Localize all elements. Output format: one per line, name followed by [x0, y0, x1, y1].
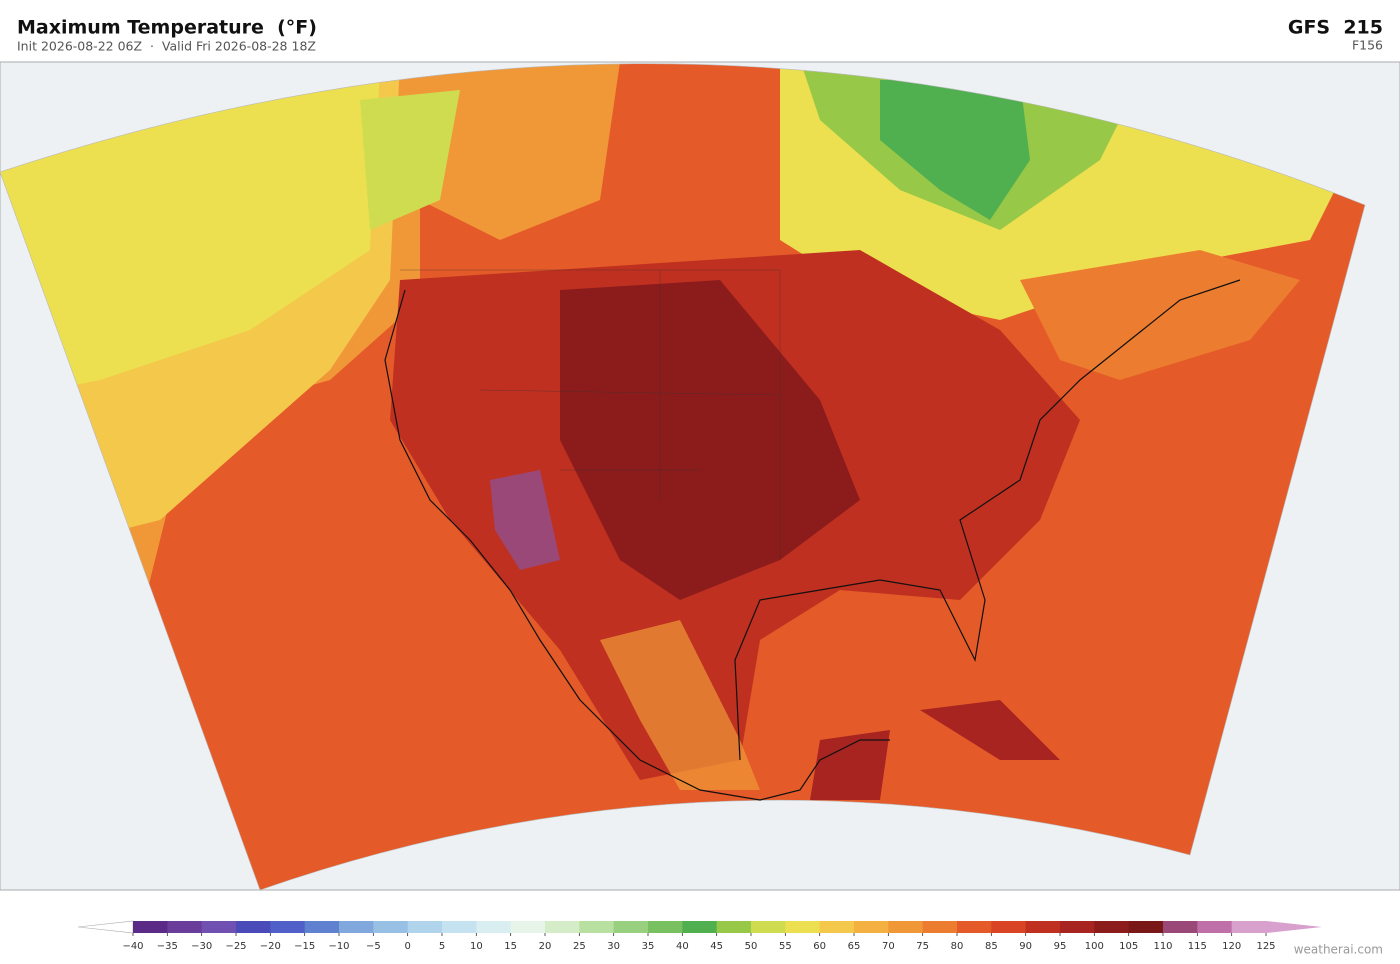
- colorbar-segment: [1025, 921, 1061, 933]
- tick-label: 100: [1085, 941, 1104, 952]
- field-canada-cold: [880, 80, 1030, 220]
- colorbar-segment: [957, 921, 992, 933]
- tick-label: 20: [539, 941, 552, 952]
- tick-label: 30: [607, 941, 620, 952]
- tick-label: 40: [676, 941, 689, 952]
- colorbar-segment: [373, 921, 409, 933]
- tick-label: 105: [1119, 941, 1138, 952]
- tick-label: −15: [294, 941, 315, 952]
- field-northeast: [1020, 250, 1300, 380]
- colorbar-segment: [545, 921, 580, 933]
- colorbar-over: [1266, 921, 1322, 933]
- colorbar-segment: [133, 921, 168, 933]
- colorbar-segment: [339, 921, 374, 933]
- tick-label: −25: [225, 941, 246, 952]
- field-yucatan: [810, 730, 890, 800]
- colorbar-segment: [1163, 921, 1198, 933]
- tick-label: 125: [1256, 941, 1275, 952]
- colorbar-segment: [476, 921, 512, 933]
- colorbar-segment: [167, 921, 203, 933]
- tick-label: −5: [366, 941, 381, 952]
- colorbar-segment: [613, 921, 649, 933]
- field-rockies-north: [420, 63, 620, 240]
- tick-label: 80: [951, 941, 964, 952]
- tick-label: 65: [848, 941, 861, 952]
- tick-label: −30: [191, 941, 212, 952]
- field-desert-extreme: [490, 470, 560, 570]
- tick-label: 90: [1019, 941, 1032, 952]
- colorbar-segment: [819, 921, 855, 933]
- colorbar-segment: [1231, 921, 1267, 933]
- field-ocean-cool: [0, 70, 380, 400]
- tick-label: 55: [779, 941, 792, 952]
- map: [0, 61, 1400, 891]
- map-title: Maximum Temperature (°F): [17, 17, 317, 39]
- tick-label: 120: [1222, 941, 1241, 952]
- colorbar-segment: [648, 921, 683, 933]
- borders: [400, 269, 781, 560]
- tick-label: −10: [328, 941, 349, 952]
- watermark: weatherai.com: [1294, 943, 1383, 957]
- tick-label: 60: [813, 941, 826, 952]
- domain-outline: [0, 63, 1366, 891]
- colorbar-segment: [1128, 921, 1164, 933]
- tick-label: 15: [504, 941, 517, 952]
- colorbar-under: [77, 920, 134, 934]
- tick-label: 85: [985, 941, 998, 952]
- colorbar-segment: [751, 921, 786, 933]
- colorbar: −40 −35 −30 −25 −20 −15 −10 −5 0 5 10 15 20 25 30 35 40 4…: [77, 920, 1322, 952]
- colorbar-segment: [270, 921, 306, 933]
- colorbar-segment: [1094, 921, 1130, 933]
- colorbar-segment: [1060, 921, 1095, 933]
- forecast-hour: F156: [1352, 38, 1383, 53]
- tick-label: 115: [1188, 941, 1207, 952]
- colorbar-segment: [785, 921, 821, 933]
- colorbar-segment: [1197, 921, 1233, 933]
- model-label: GFS 215: [1288, 17, 1383, 39]
- tick-label: 5: [439, 941, 445, 952]
- colorbar-segment: [922, 921, 958, 933]
- tick-label: 110: [1153, 941, 1172, 952]
- tick-label: 10: [470, 941, 483, 952]
- map-subtitle: Init 2026-08-22 06Z · Valid Fri 2026-08-…: [17, 39, 316, 54]
- tick-label: 25: [573, 941, 586, 952]
- tick-label: −20: [260, 941, 281, 952]
- tick-label: −35: [157, 941, 178, 952]
- colorbar-segment: [716, 921, 752, 933]
- tick-label: 35: [642, 941, 655, 952]
- tick-label: 45: [710, 941, 723, 952]
- colorbar-segment: [510, 921, 546, 933]
- tick-label: 0: [404, 941, 410, 952]
- coastline: [384, 279, 1241, 801]
- colorbar-segment: [991, 921, 1027, 933]
- tick-label: 70: [882, 941, 895, 952]
- tick-label: 95: [1054, 941, 1067, 952]
- tick-label: −40: [122, 941, 143, 952]
- colorbar-segment: [407, 921, 443, 933]
- tick-label: 75: [916, 941, 929, 952]
- colorbar-segment: [888, 921, 924, 933]
- colorbar-segment: [201, 921, 237, 933]
- field-mexico-plateau: [600, 620, 760, 790]
- field-cuba: [920, 700, 1060, 760]
- field-bc-coast: [360, 90, 460, 230]
- temperature-field: [0, 63, 1365, 890]
- colorbar-segment: [442, 921, 477, 933]
- colorbar-segment: [682, 921, 718, 933]
- colorbar-segment: [304, 921, 340, 933]
- colorbar-segment: [236, 921, 271, 933]
- tick-label: 50: [745, 941, 758, 952]
- colorbar-segment: [854, 921, 889, 933]
- colorbar-segment: [579, 921, 615, 933]
- field-plains-hottest: [560, 280, 860, 600]
